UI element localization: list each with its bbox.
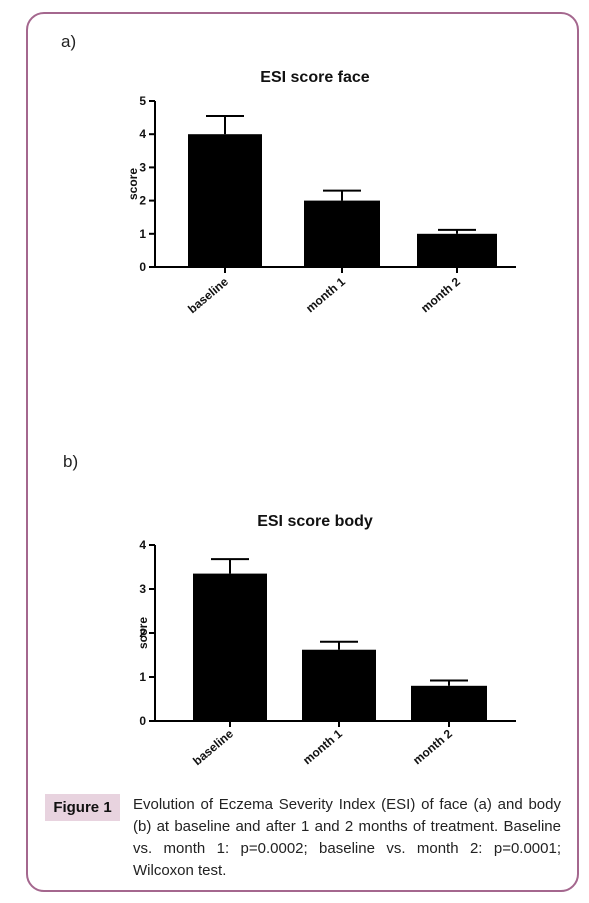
- y-tick-label: 4: [139, 127, 146, 141]
- bar-month-1: [304, 200, 380, 267]
- bar-month-2: [417, 233, 497, 267]
- figure-caption: Evolution of Eczema Severity Index (ESI)…: [133, 796, 561, 879]
- y-axis-label: score: [136, 617, 150, 649]
- y-tick-label: 1: [139, 227, 146, 241]
- bar-baseline: [188, 134, 262, 267]
- y-tick-label: 2: [139, 194, 146, 208]
- y-tick-label: 1: [139, 670, 146, 684]
- y-axis-label: score: [126, 168, 140, 200]
- y-tick-label: 3: [139, 160, 146, 174]
- x-tick-label: month 2: [410, 726, 455, 767]
- y-tick-label: 3: [139, 582, 146, 596]
- bar-baseline: [193, 573, 267, 721]
- y-tick-label: 0: [139, 714, 146, 728]
- figure-badge: Figure 1: [45, 794, 120, 821]
- panel-label-b: b): [63, 452, 79, 471]
- x-tick-label: month 1: [300, 726, 345, 767]
- y-tick-label: 2: [139, 626, 146, 640]
- y-tick-label: 5: [139, 94, 146, 108]
- bar-month-2: [411, 685, 487, 721]
- chart-title: ESI score body: [257, 513, 373, 530]
- y-tick-label: 4: [139, 538, 146, 552]
- chart-title: ESI score face: [260, 69, 370, 86]
- x-tick-label: baseline: [190, 726, 236, 768]
- panel-label-a: a): [61, 32, 77, 51]
- bar-month-1: [302, 649, 376, 721]
- y-tick-label: 0: [139, 260, 146, 274]
- figure-frame: [26, 12, 579, 892]
- body-esi-chart: ESI score body 0 1 2 3 4 score baseline month 1 m…: [136, 513, 516, 768]
